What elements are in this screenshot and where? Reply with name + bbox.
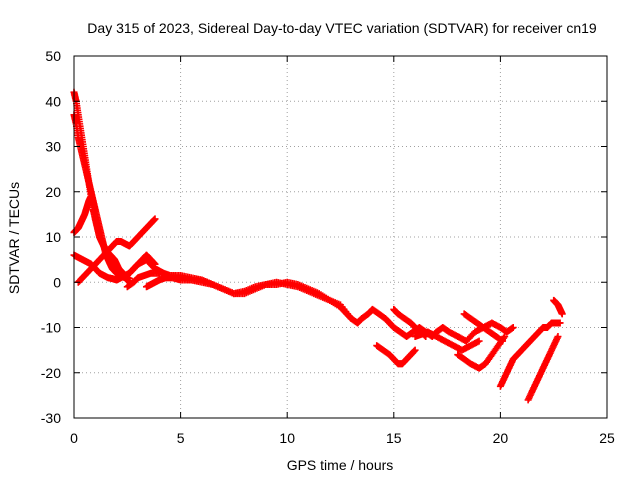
data-points <box>70 88 566 404</box>
x-tick-label: 0 <box>70 430 78 446</box>
data-point <box>411 346 419 354</box>
data-point <box>151 215 159 223</box>
series-track-m <box>454 333 509 372</box>
y-tick-label: -20 <box>41 365 61 381</box>
series-track-j <box>373 342 419 368</box>
y-tick-label: 50 <box>45 48 61 64</box>
data-point <box>475 337 483 345</box>
chart-title: Day 315 of 2023, Sidereal Day-to-day VTE… <box>87 20 597 36</box>
series-track-f <box>125 256 351 318</box>
series-track-p <box>524 333 562 404</box>
data-point <box>558 310 566 318</box>
series-track-h <box>142 274 217 291</box>
x-tick-label: 20 <box>493 430 509 446</box>
series-track-o <box>496 319 564 390</box>
plot-frame <box>73 55 608 419</box>
data-point <box>509 324 517 331</box>
series-track-n <box>460 310 507 345</box>
y-tick-label: -10 <box>41 320 61 336</box>
y-tick-label: 20 <box>45 184 61 200</box>
grid <box>74 56 607 418</box>
y-tick-label: -30 <box>41 410 61 426</box>
data-point <box>209 281 217 289</box>
y-tick-label: 40 <box>45 93 61 109</box>
x-axis-label: GPS time / hours <box>287 457 394 473</box>
data-point <box>554 333 562 341</box>
y-tick-label: 30 <box>45 139 61 155</box>
series-track-e <box>74 215 159 286</box>
x-tick-label: 15 <box>386 430 402 446</box>
x-tick-label: 25 <box>599 430 615 446</box>
x-tick-label: 5 <box>177 430 185 446</box>
y-axis-label: SDTVAR / TECUs <box>6 182 22 294</box>
x-tick-label: 10 <box>279 430 295 446</box>
y-tick-label: 0 <box>53 274 61 290</box>
series-track-i <box>343 305 517 345</box>
series-track-l <box>411 328 483 354</box>
data-point <box>501 333 509 341</box>
axis-ticks: 0 5 10 15 20 25 -30 -20 -10 0 10 20 30 40 50 <box>41 48 615 446</box>
series-track-q <box>550 296 566 318</box>
y-tick-label: 10 <box>45 229 61 245</box>
data-point <box>556 319 564 327</box>
data-point <box>499 337 507 345</box>
